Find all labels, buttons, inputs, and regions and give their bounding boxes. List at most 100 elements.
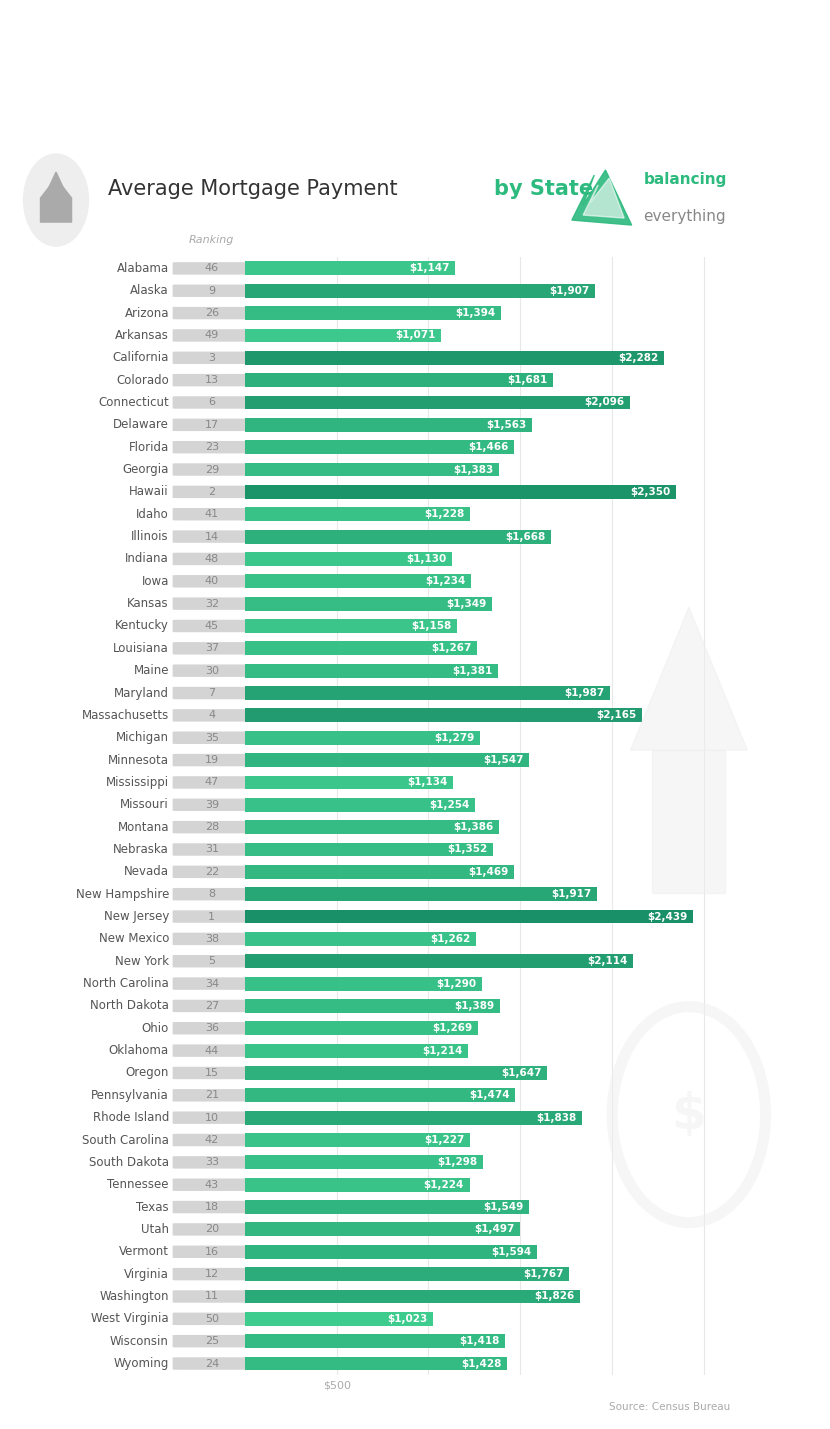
Bar [245, 910, 692, 923]
FancyBboxPatch shape [173, 910, 247, 923]
Text: 31: 31 [205, 845, 219, 855]
FancyBboxPatch shape [173, 1290, 247, 1303]
Bar [245, 1022, 478, 1035]
Bar [245, 1089, 515, 1102]
Text: $2,114: $2,114 [587, 956, 627, 966]
Text: 49: 49 [205, 330, 219, 340]
Bar [245, 1356, 507, 1370]
FancyBboxPatch shape [173, 755, 247, 766]
Text: $1,474: $1,474 [469, 1090, 510, 1100]
FancyBboxPatch shape [173, 284, 247, 297]
Bar [245, 373, 554, 387]
Bar [245, 1066, 547, 1080]
Text: 14: 14 [205, 532, 219, 542]
Text: $2,439: $2,439 [647, 912, 687, 922]
FancyBboxPatch shape [173, 1223, 247, 1236]
Bar [245, 709, 642, 722]
Text: 43: 43 [205, 1180, 219, 1190]
Text: $: $ [671, 1090, 706, 1139]
Text: Massachusetts: Massachusetts [81, 709, 169, 722]
Bar [245, 1245, 538, 1259]
FancyBboxPatch shape [173, 1200, 247, 1213]
Text: 12: 12 [205, 1269, 219, 1279]
Text: Alaska: Alaska [130, 284, 169, 297]
FancyBboxPatch shape [173, 820, 247, 833]
FancyBboxPatch shape [173, 1089, 247, 1102]
FancyBboxPatch shape [173, 307, 247, 319]
Text: Nevada: Nevada [124, 866, 169, 879]
Polygon shape [41, 179, 71, 221]
Bar [245, 642, 477, 656]
Bar [245, 865, 515, 879]
Bar [245, 352, 664, 364]
FancyBboxPatch shape [173, 1268, 247, 1280]
Bar [245, 1156, 483, 1169]
Text: $2,165: $2,165 [597, 710, 637, 720]
Text: Louisiana: Louisiana [113, 642, 169, 654]
Bar [245, 306, 500, 320]
Bar [245, 597, 492, 610]
FancyBboxPatch shape [173, 1179, 247, 1190]
FancyBboxPatch shape [173, 1358, 247, 1370]
Text: 37: 37 [205, 643, 219, 653]
FancyBboxPatch shape [173, 709, 247, 722]
Bar [245, 797, 475, 812]
Bar [245, 887, 597, 902]
FancyBboxPatch shape [173, 1000, 247, 1012]
Bar [245, 663, 498, 677]
Text: Delaware: Delaware [113, 419, 169, 432]
Text: $1,349: $1,349 [447, 599, 487, 609]
Polygon shape [652, 750, 725, 893]
Text: 26: 26 [205, 309, 219, 319]
Bar [245, 530, 551, 543]
Text: Arizona: Arizona [124, 307, 169, 320]
Text: South Carolina: South Carolina [82, 1133, 169, 1146]
FancyBboxPatch shape [173, 486, 247, 499]
Text: $1,547: $1,547 [483, 755, 523, 765]
Text: $1,466: $1,466 [468, 442, 509, 452]
Text: 35: 35 [205, 733, 219, 743]
Text: 23: 23 [205, 442, 219, 452]
Text: 44: 44 [205, 1046, 219, 1056]
Text: $1,290: $1,290 [436, 979, 476, 989]
Text: Wisconsin: Wisconsin [110, 1335, 169, 1348]
Text: $2,282: $2,282 [618, 353, 658, 363]
Text: 19: 19 [205, 755, 219, 765]
Text: Illinois: Illinois [131, 530, 169, 543]
Bar [245, 329, 442, 343]
Text: $1,681: $1,681 [508, 376, 548, 386]
Bar [245, 753, 529, 767]
Text: New Hampshire: New Hampshire [76, 887, 169, 900]
FancyBboxPatch shape [173, 352, 247, 364]
FancyBboxPatch shape [173, 776, 247, 789]
Text: $1,228: $1,228 [424, 509, 465, 519]
Text: $1,668: $1,668 [505, 532, 545, 542]
Text: $1,418: $1,418 [459, 1336, 500, 1346]
Text: $1,134: $1,134 [408, 777, 447, 787]
Text: New Jersey: New Jersey [104, 910, 169, 923]
Text: Source: Census Bureau: Source: Census Bureau [609, 1402, 730, 1412]
Text: $1,826: $1,826 [535, 1292, 574, 1302]
FancyBboxPatch shape [173, 687, 247, 699]
Polygon shape [46, 171, 66, 194]
Text: 5: 5 [208, 956, 215, 966]
Text: 10: 10 [205, 1113, 219, 1123]
Text: 6: 6 [208, 397, 215, 407]
Text: 41: 41 [205, 509, 219, 519]
Text: $1,563: $1,563 [486, 420, 526, 430]
Bar [245, 552, 452, 566]
Text: $1,381: $1,381 [452, 666, 493, 676]
Text: Wyoming: Wyoming [114, 1358, 169, 1370]
Text: 16: 16 [205, 1246, 219, 1256]
Text: 9: 9 [208, 286, 215, 296]
Bar [245, 463, 499, 476]
Text: 15: 15 [205, 1067, 219, 1077]
FancyBboxPatch shape [173, 977, 247, 990]
Text: Nebraska: Nebraska [113, 843, 169, 856]
FancyBboxPatch shape [173, 442, 247, 453]
Bar [245, 1335, 505, 1348]
Text: by State: by State [494, 180, 593, 199]
Bar [245, 820, 500, 835]
Bar [245, 1177, 470, 1192]
Bar [245, 1043, 467, 1057]
